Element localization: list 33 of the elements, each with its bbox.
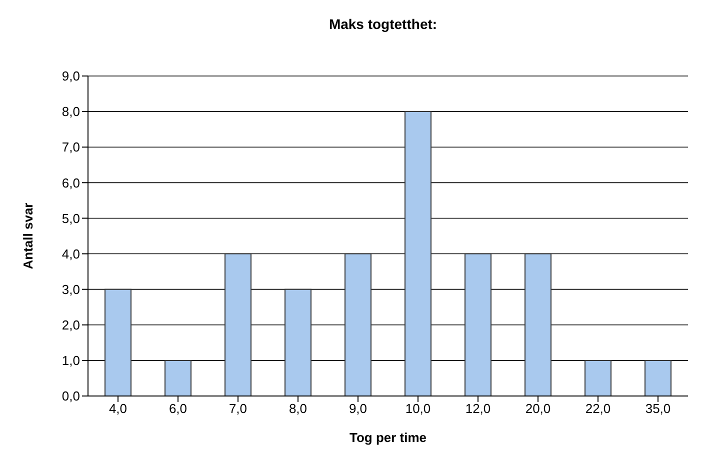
y-tick-label: 9,0	[62, 68, 80, 84]
y-tick-label: 6,0	[62, 175, 80, 190]
chart-title: Maks togtetthet:	[328, 15, 438, 34]
x-tick-label: 6,0	[168, 401, 188, 416]
y-tick-label: 3,0	[62, 282, 80, 297]
y-tick-label: 0,0	[62, 388, 80, 404]
x-axis-title: Tog per time	[349, 430, 427, 445]
x-tick-label: 4,0	[108, 401, 128, 416]
y-tick-label: 2,0	[62, 318, 80, 333]
y-tick-label: 8,0	[62, 104, 80, 120]
x-tick-label: 20,0	[525, 401, 551, 416]
bar	[104, 288, 132, 396]
bar	[224, 253, 252, 396]
bar	[344, 253, 372, 396]
y-tick-label: 4,0	[62, 246, 80, 262]
x-tick-label: 8,0	[288, 401, 308, 416]
x-tick-label: 22,0	[585, 401, 611, 416]
y-tick-label: 7,0	[62, 140, 80, 155]
bar	[404, 111, 432, 396]
bar	[284, 288, 312, 396]
x-tick-label: 35,0	[645, 401, 671, 416]
bar	[584, 360, 612, 396]
bar	[644, 360, 672, 396]
x-tick-label: 10,0	[405, 401, 431, 416]
y-tick-label: 5,0	[62, 210, 80, 226]
bar	[164, 360, 192, 396]
bar	[464, 253, 492, 396]
y-axis-title: Antall svar	[20, 202, 36, 270]
x-tick-label: 12,0	[465, 401, 491, 416]
y-tick-label: 1,0	[62, 353, 80, 368]
bar	[524, 253, 552, 396]
x-tick-label: 9,0	[348, 401, 368, 416]
x-tick-label: 7,0	[228, 401, 248, 416]
